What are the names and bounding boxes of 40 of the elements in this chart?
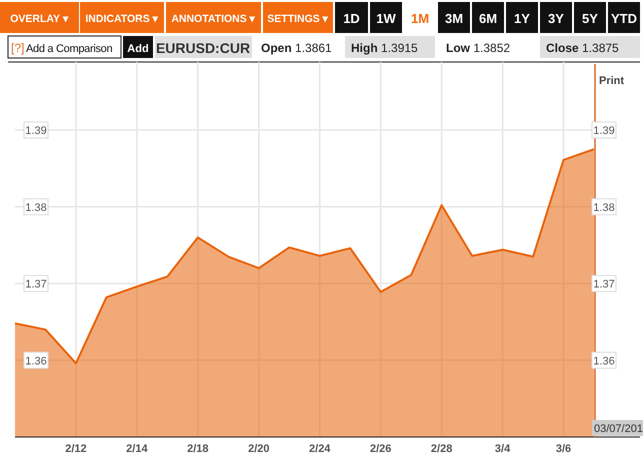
text: Add a Comparison bbox=[26, 43, 112, 55]
text: Add bbox=[127, 43, 149, 55]
x-tick-label: 2/20 bbox=[248, 443, 270, 455]
text: 1Y bbox=[514, 11, 530, 26]
y-tick-label: 1.38 bbox=[25, 202, 47, 214]
y2-tick-label: 1.37 bbox=[593, 278, 615, 290]
text: OVERLAY ▾ bbox=[10, 13, 69, 25]
y2-tick-label: 1.36 bbox=[593, 355, 615, 368]
x-tick-label: 2/12 bbox=[65, 443, 87, 455]
y2-tick-label: 1.38 bbox=[593, 202, 615, 214]
text: High 1.3915 bbox=[351, 41, 418, 55]
x-tick-label: 2/18 bbox=[187, 443, 209, 455]
x-tick-label: 3/4 bbox=[494, 443, 512, 455]
text: 1W bbox=[376, 11, 396, 26]
text: 5Y bbox=[582, 11, 598, 26]
y2-tick-label: 1.39 bbox=[593, 125, 615, 138]
text: Open 1.3861 bbox=[261, 41, 332, 55]
annotation: Print bbox=[599, 75, 624, 87]
x-tick-label: 2/28 bbox=[430, 443, 452, 455]
text: 3Y bbox=[548, 11, 564, 26]
text: [?] bbox=[11, 41, 24, 55]
annotation: 03/07/201 bbox=[594, 423, 643, 435]
text: 3M bbox=[444, 11, 464, 26]
text: 1D bbox=[343, 11, 360, 26]
text: 1M bbox=[410, 11, 430, 26]
text: ANNOTATIONS ▾ bbox=[171, 13, 256, 25]
chart-title: EURUSD:CUR bbox=[156, 40, 250, 56]
y-tick-label: 1.39 bbox=[25, 125, 47, 138]
y-tick-label: 1.36 bbox=[25, 355, 47, 368]
x-tick-label: 2/24 bbox=[309, 443, 332, 455]
text: Low 1.3852 bbox=[446, 41, 510, 55]
text: 6M bbox=[478, 11, 498, 26]
text: SETTINGS ▾ bbox=[267, 13, 329, 25]
text: YTD bbox=[611, 11, 637, 26]
y-tick-label: 1.37 bbox=[25, 278, 47, 290]
x-tick-label: 2/14 bbox=[126, 443, 148, 455]
x-tick-label: 2/26 bbox=[370, 443, 392, 455]
x-tick-label: 3/6 bbox=[556, 443, 572, 455]
text: INDICATORS ▾ bbox=[85, 13, 159, 25]
text: Close 1.3875 bbox=[546, 41, 620, 55]
